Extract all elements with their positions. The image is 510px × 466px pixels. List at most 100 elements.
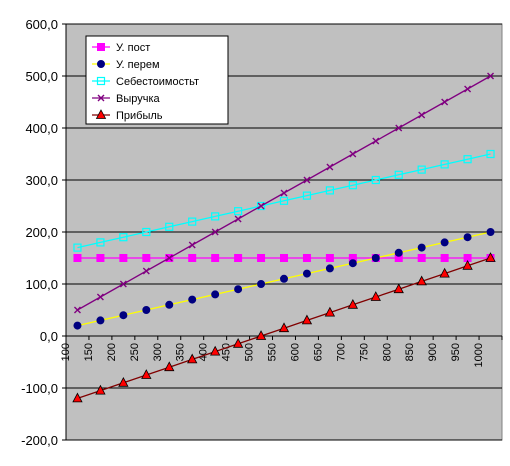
data-point xyxy=(441,98,449,106)
data-point xyxy=(211,228,219,236)
data-point xyxy=(280,189,288,197)
data-point xyxy=(119,233,128,242)
data-point xyxy=(303,176,311,184)
xtick-label: 450 xyxy=(221,343,233,361)
data-point xyxy=(302,191,312,200)
data-point xyxy=(325,254,334,262)
data-point xyxy=(325,264,334,273)
data-point xyxy=(119,254,128,262)
data-point xyxy=(234,254,243,262)
ytick-label: 300,0 xyxy=(25,173,58,188)
data-point xyxy=(486,228,495,236)
data-point xyxy=(463,233,472,242)
data-point xyxy=(395,124,403,132)
data-point xyxy=(142,254,151,262)
legend-label: Выручка xyxy=(116,93,161,105)
data-point xyxy=(73,243,82,252)
data-point xyxy=(326,163,334,171)
data-point xyxy=(165,222,174,231)
xtick-label: 550 xyxy=(267,343,279,361)
xtick-label: 900 xyxy=(427,343,439,361)
data-point xyxy=(372,137,380,145)
data-point xyxy=(187,353,198,364)
data-point xyxy=(141,369,152,379)
data-point xyxy=(95,109,107,119)
xtick-label: 950 xyxy=(450,343,462,361)
xtick-label: 850 xyxy=(404,343,416,361)
ytick-label: -100,0 xyxy=(21,381,58,396)
data-point xyxy=(464,85,472,93)
data-point xyxy=(119,311,128,320)
data-point xyxy=(485,252,496,262)
data-point xyxy=(209,345,221,356)
xtick-label: 1000 xyxy=(473,343,485,367)
data-point xyxy=(142,227,151,237)
data-point xyxy=(97,43,105,51)
data-point xyxy=(211,212,220,221)
data-point xyxy=(371,175,380,185)
data-point xyxy=(97,60,105,68)
xtick-label: 650 xyxy=(312,343,324,361)
data-point xyxy=(211,290,220,299)
data-point xyxy=(165,254,173,262)
ytick-label: 500,0 xyxy=(25,69,58,84)
data-point xyxy=(234,207,243,216)
data-point xyxy=(188,295,197,304)
data-point xyxy=(487,72,495,80)
legend-box xyxy=(85,35,229,125)
data-point xyxy=(255,330,267,340)
data-point xyxy=(165,300,174,309)
xtick-label: 400 xyxy=(198,343,210,361)
data-point xyxy=(96,238,105,247)
legend-label: У. перем xyxy=(116,59,160,71)
series-line xyxy=(77,153,491,249)
ytick-label: -200,0 xyxy=(21,433,58,448)
data-point xyxy=(462,259,473,270)
data-point xyxy=(301,314,313,325)
data-point xyxy=(439,267,450,278)
data-point xyxy=(417,254,426,262)
data-point xyxy=(142,267,150,275)
xtick-label: 600 xyxy=(289,343,301,361)
data-point xyxy=(440,238,449,247)
data-point xyxy=(325,186,334,195)
data-point xyxy=(416,275,427,286)
data-point xyxy=(257,280,266,288)
data-point xyxy=(371,254,380,262)
data-point xyxy=(118,376,129,387)
legend-label: Прибыль xyxy=(116,110,163,122)
ytick-label: 100,0 xyxy=(25,277,58,292)
data-point xyxy=(440,254,449,262)
data-point xyxy=(73,254,82,262)
data-point xyxy=(463,155,472,164)
data-point xyxy=(73,306,81,314)
data-point xyxy=(280,254,288,262)
data-point xyxy=(256,201,266,211)
data-point xyxy=(302,269,311,278)
data-point xyxy=(348,259,357,268)
data-point xyxy=(211,254,220,262)
data-point xyxy=(279,196,289,205)
data-point xyxy=(257,202,265,210)
data-point xyxy=(97,94,105,102)
data-point xyxy=(188,254,197,262)
data-point xyxy=(188,217,197,226)
data-point xyxy=(257,254,266,262)
data-point xyxy=(440,160,449,169)
data-point xyxy=(278,322,290,333)
data-point xyxy=(72,392,83,403)
data-point xyxy=(96,254,105,262)
data-point xyxy=(393,283,404,294)
xtick-label: 300 xyxy=(152,343,164,361)
data-point xyxy=(418,111,426,119)
data-point xyxy=(164,361,175,372)
data-point xyxy=(394,248,403,257)
xtick-label: 350 xyxy=(175,343,187,361)
xtick-label: 150 xyxy=(83,343,95,361)
data-point xyxy=(119,280,127,288)
data-point xyxy=(347,298,359,309)
data-point xyxy=(370,291,381,301)
data-point xyxy=(348,181,357,190)
data-point xyxy=(324,306,336,317)
